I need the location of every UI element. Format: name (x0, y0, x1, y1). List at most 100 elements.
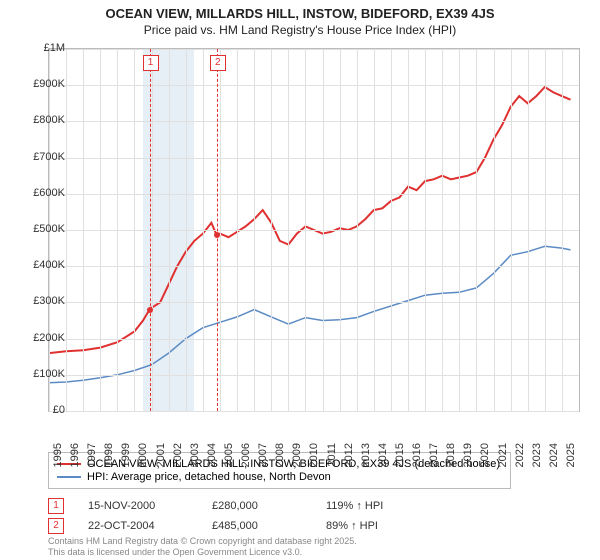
legend-item: HPI: Average price, detached house, Nort… (57, 471, 502, 483)
x-tick-label: 2005 (223, 443, 235, 467)
legend-label: HPI: Average price, detached house, Nort… (87, 471, 331, 483)
chart-container: OCEAN VIEW, MILLARDS HILL, INSTOW, BIDEF… (0, 0, 600, 560)
gridline (49, 85, 579, 86)
gridline (237, 49, 238, 411)
gridline (459, 49, 460, 411)
y-tick-label: £0 (15, 404, 65, 416)
x-tick-label: 2011 (326, 443, 338, 467)
gridline (49, 375, 579, 376)
gridline (305, 49, 306, 411)
gridline (288, 49, 289, 411)
gridline (271, 49, 272, 411)
gridline (562, 49, 563, 411)
x-tick-label: 1998 (103, 443, 115, 467)
chart-subtitle: Price paid vs. HM Land Registry's House … (0, 23, 600, 37)
gridline (374, 49, 375, 411)
gridline (425, 49, 426, 411)
gridline (49, 302, 579, 303)
title-block: OCEAN VIEW, MILLARDS HILL, INSTOW, BIDEF… (0, 0, 600, 37)
footer-line: Contains HM Land Registry data © Crown c… (48, 536, 357, 547)
x-tick-label: 2023 (531, 443, 543, 467)
x-tick-label: 1999 (120, 443, 132, 467)
y-tick-label: £300K (15, 295, 65, 307)
x-tick-label: 1997 (86, 443, 98, 467)
gridline (545, 49, 546, 411)
footer-line: This data is licensed under the Open Gov… (48, 547, 357, 558)
gridline (83, 49, 84, 411)
x-tick-label: 2001 (155, 443, 167, 467)
x-tick-label: 2007 (257, 443, 269, 467)
gridline (511, 49, 512, 411)
plot-area: 12 (48, 48, 580, 412)
event-hpi: 119% ↑ HPI (326, 500, 416, 512)
event-date: 15-NOV-2000 (88, 500, 188, 512)
event-price: £485,000 (212, 520, 302, 532)
x-tick-label: 1995 (52, 443, 64, 467)
footer-attribution: Contains HM Land Registry data © Crown c… (48, 536, 357, 558)
x-tick-label: 2004 (206, 443, 218, 467)
gridline (49, 230, 579, 231)
y-tick-label: £400K (15, 259, 65, 271)
gridline (220, 49, 221, 411)
event-vline (217, 49, 218, 411)
event-table: 115-NOV-2000£280,000119% ↑ HPI222-OCT-20… (48, 498, 416, 538)
x-tick-label: 2015 (394, 443, 406, 467)
x-tick-label: 2008 (274, 443, 286, 467)
x-tick-label: 2024 (548, 443, 560, 467)
x-tick-label: 2014 (377, 443, 389, 467)
x-tick-label: 2022 (514, 443, 526, 467)
gridline (66, 49, 67, 411)
gridline (152, 49, 153, 411)
event-marker: 2 (210, 55, 226, 71)
gridline (49, 411, 579, 412)
event-hpi: 89% ↑ HPI (326, 520, 416, 532)
y-tick-label: £900K (15, 78, 65, 90)
y-tick-label: £800K (15, 114, 65, 126)
gridline (169, 49, 170, 411)
x-tick-label: 2020 (479, 443, 491, 467)
event-marker: 1 (143, 55, 159, 71)
series-address (49, 87, 571, 353)
event-marker-icon: 1 (48, 498, 64, 514)
gridline (476, 49, 477, 411)
event-price: £280,000 (212, 500, 302, 512)
gridline (408, 49, 409, 411)
legend-swatch (57, 476, 81, 478)
gridline (323, 49, 324, 411)
gridline (528, 49, 529, 411)
y-tick-label: £200K (15, 332, 65, 344)
x-tick-label: 2025 (565, 443, 577, 467)
gridline (494, 49, 495, 411)
chart-title: OCEAN VIEW, MILLARDS HILL, INSTOW, BIDEF… (0, 6, 600, 21)
event-row: 1 15-NOV-2000 £280,000 119% ↑ HPI (48, 498, 416, 514)
x-tick-label: 2012 (343, 443, 355, 467)
x-tick-label: 2019 (462, 443, 474, 467)
event-vline (150, 49, 151, 411)
gridline (49, 266, 579, 267)
x-tick-label: 2010 (308, 443, 320, 467)
x-tick-label: 2003 (189, 443, 201, 467)
x-tick-label: 2013 (360, 443, 372, 467)
gridline (186, 49, 187, 411)
gridline (49, 121, 579, 122)
gridline (117, 49, 118, 411)
gridline (442, 49, 443, 411)
x-tick-label: 1996 (69, 443, 81, 467)
gridline (203, 49, 204, 411)
x-tick-label: 2016 (411, 443, 423, 467)
y-tick-label: £1M (15, 42, 65, 54)
event-dot (147, 307, 153, 313)
gridline (49, 194, 579, 195)
x-tick-label: 2009 (291, 443, 303, 467)
x-tick-label: 2006 (240, 443, 252, 467)
x-tick-label: 2000 (137, 443, 149, 467)
x-tick-label: 2018 (445, 443, 457, 467)
y-tick-label: £700K (15, 151, 65, 163)
y-tick-label: £500K (15, 223, 65, 235)
gridline (391, 49, 392, 411)
x-tick-label: 2017 (428, 443, 440, 467)
x-tick-label: 2002 (172, 443, 184, 467)
x-tick-label: 2021 (497, 443, 509, 467)
y-tick-label: £600K (15, 187, 65, 199)
event-row: 222-OCT-2004£485,00089% ↑ HPI (48, 518, 416, 534)
